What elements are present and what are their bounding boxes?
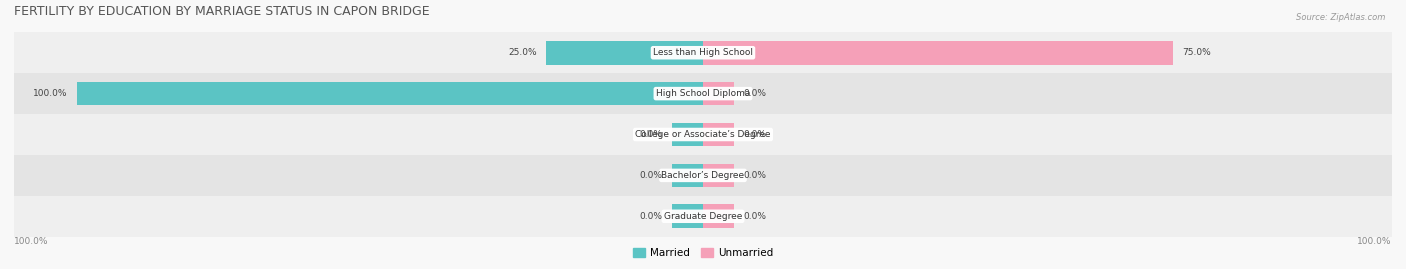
Text: Bachelor’s Degree: Bachelor’s Degree (661, 171, 745, 180)
Text: 0.0%: 0.0% (744, 212, 766, 221)
Bar (14, 32, 1392, 73)
Bar (703, 123, 734, 146)
Text: 25.0%: 25.0% (509, 48, 537, 57)
Text: 75.0%: 75.0% (1182, 48, 1211, 57)
Text: College or Associate’s Degree: College or Associate’s Degree (636, 130, 770, 139)
Text: 0.0%: 0.0% (640, 171, 662, 180)
Legend: Married, Unmarried: Married, Unmarried (628, 244, 778, 262)
Text: FERTILITY BY EDUCATION BY MARRIAGE STATUS IN CAPON BRIDGE: FERTILITY BY EDUCATION BY MARRIAGE STATU… (14, 5, 430, 18)
Text: 100.0%: 100.0% (32, 89, 67, 98)
Text: 100.0%: 100.0% (14, 237, 49, 246)
Text: Less than High School: Less than High School (652, 48, 754, 57)
Text: 0.0%: 0.0% (744, 130, 766, 139)
Bar (703, 204, 734, 228)
Text: 0.0%: 0.0% (744, 89, 766, 98)
Bar (77, 82, 703, 105)
Text: 0.0%: 0.0% (640, 130, 662, 139)
Bar (672, 164, 703, 187)
Bar (14, 114, 1392, 155)
Text: Source: ZipAtlas.com: Source: ZipAtlas.com (1295, 13, 1385, 22)
Bar (14, 73, 1392, 114)
Bar (547, 41, 703, 65)
Bar (703, 164, 734, 187)
Bar (14, 196, 1392, 237)
Bar (672, 204, 703, 228)
Text: Graduate Degree: Graduate Degree (664, 212, 742, 221)
Bar (14, 155, 1392, 196)
Text: 0.0%: 0.0% (744, 171, 766, 180)
Bar (672, 123, 703, 146)
Bar (703, 82, 734, 105)
Text: High School Diploma: High School Diploma (655, 89, 751, 98)
Text: 100.0%: 100.0% (1357, 237, 1392, 246)
Bar (703, 41, 1173, 65)
Text: 0.0%: 0.0% (640, 212, 662, 221)
